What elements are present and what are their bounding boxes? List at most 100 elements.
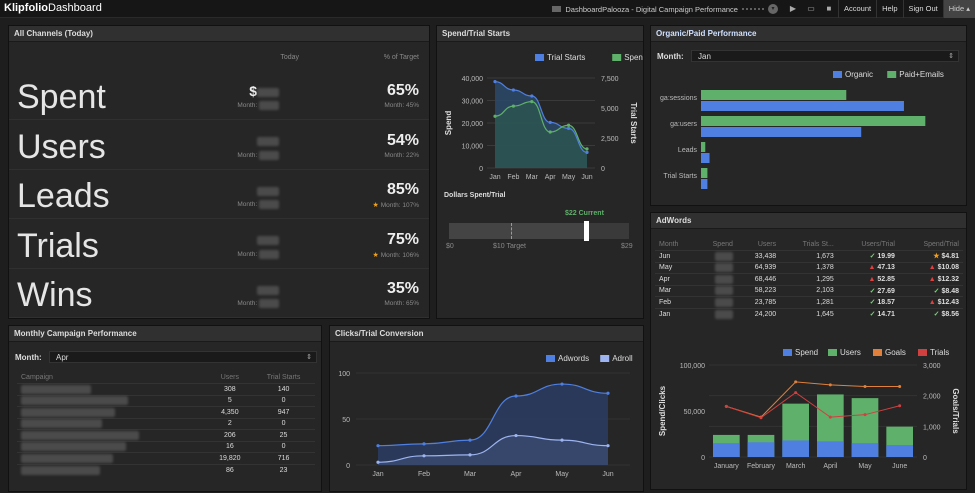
- y2-tick-label: 5,000: [601, 106, 619, 113]
- hide-button[interactable]: Hide ▴: [942, 0, 975, 18]
- spend-bar[interactable]: [851, 443, 879, 457]
- table-row[interactable]: Feb 23,785 1,281 ✓ 18.57 ▲ $12.43: [655, 296, 963, 309]
- category-label: Trial Starts: [663, 173, 697, 180]
- trials-point: [863, 413, 867, 417]
- sign-out-link[interactable]: Sign Out: [902, 0, 943, 18]
- month-label: Month:: [657, 52, 684, 61]
- kpi-percent-month-label: Month: 106%: [380, 251, 419, 259]
- spend-bar[interactable]: [817, 441, 844, 457]
- spend-bar[interactable]: [747, 442, 775, 457]
- check-icon: ✓: [869, 299, 878, 307]
- x-tick-label: Apr: [545, 174, 557, 181]
- kpi-row: Wins Month: 35% Month: 65%: [9, 269, 429, 318]
- organic-bar[interactable]: [701, 101, 904, 111]
- app-logo[interactable]: KlipfolioDashboard: [4, 2, 102, 14]
- y-tick-label: 0: [701, 455, 705, 462]
- y2-axis-label: Trial Starts: [629, 102, 638, 144]
- help-link[interactable]: Help: [876, 0, 902, 18]
- kpi-name: Wins: [17, 276, 93, 314]
- page-dots[interactable]: [741, 8, 764, 10]
- paid-bar[interactable]: [701, 90, 847, 100]
- month-cell: May: [659, 264, 673, 272]
- table-row[interactable]: 86 23: [17, 464, 315, 476]
- kpi-value: [257, 281, 279, 297]
- table-row[interactable]: 206 25: [17, 429, 315, 442]
- table-row[interactable]: 19,820 716: [17, 452, 315, 465]
- column-header[interactable]: Users: [757, 241, 777, 248]
- col-today: Today: [280, 54, 299, 61]
- redacted-value: [21, 384, 91, 394]
- table-row[interactable]: Jun 33,438 1,673 ✓ 19.99 ★ $4.81: [655, 250, 963, 263]
- trial-starts-point: [511, 88, 515, 92]
- account-link[interactable]: Account: [837, 0, 876, 18]
- dropdown-icon[interactable]: ▾: [767, 4, 778, 14]
- redacted-value: [21, 430, 139, 440]
- table-row[interactable]: Mar 58,223 2,103 ✓ 27.69 ✓ $8.48: [655, 285, 963, 297]
- kpi-month: Month:: [237, 299, 279, 308]
- campaign-cell: [17, 430, 208, 442]
- table-row[interactable]: May 64,939 1,378 ▲ 47.13 ▲ $10.08: [655, 262, 963, 274]
- column-header[interactable]: Campaign: [21, 374, 53, 381]
- spend-cell: [695, 274, 737, 286]
- legend-label: Adroll: [612, 354, 633, 363]
- x-tick-label: Feb: [507, 174, 519, 181]
- column-header[interactable]: Trial Starts: [266, 374, 301, 381]
- organic-bar[interactable]: [701, 179, 708, 189]
- table-row[interactable]: 16 0: [17, 441, 315, 453]
- trial-starts-point: [585, 150, 589, 154]
- dashboard-selector[interactable]: DashboardPalooza - Digital Campaign Perf…: [546, 4, 784, 14]
- trial-starts-point: [493, 80, 497, 84]
- adwords-point: [606, 391, 610, 395]
- column-header[interactable]: Spend/Trial: [923, 241, 959, 248]
- campaign-cell: [17, 453, 208, 465]
- lock-icon[interactable]: ■: [826, 4, 832, 13]
- table-row[interactable]: 308 140: [17, 383, 315, 396]
- spend-per-trial-cell: ✓ $8.48: [899, 285, 963, 297]
- table-row[interactable]: 4,350 947: [17, 406, 315, 419]
- spend-per-trial-value: $12.43: [937, 298, 959, 306]
- month-select[interactable]: Apr ⇕: [49, 351, 317, 363]
- month-label: Month:: [15, 353, 42, 362]
- redacted-value: [257, 285, 279, 295]
- organic-bar[interactable]: [701, 127, 862, 137]
- users-per-trial-cell: ▲ 47.13: [838, 262, 899, 274]
- fullscreen-icon[interactable]: ▭: [807, 4, 815, 13]
- paid-bar[interactable]: [701, 168, 708, 178]
- check-icon: ✓: [869, 311, 878, 318]
- spend-bar[interactable]: [782, 440, 809, 457]
- column-header[interactable]: Users: [220, 374, 239, 381]
- users-per-trial-value: 27.69: [877, 287, 895, 295]
- play-icon[interactable]: ▶: [789, 4, 797, 13]
- spend-bar[interactable]: [886, 445, 913, 457]
- spend-point: [548, 130, 552, 134]
- y-axis-label: Spend/Clicks: [658, 385, 667, 436]
- redacted-value: [259, 200, 279, 209]
- table-row[interactable]: Apr 68,446 1,295 ▲ 52.85 ▲ $12.32: [655, 273, 963, 286]
- column-header[interactable]: Trials St...: [802, 241, 834, 248]
- y2-tick-label: 1,000: [923, 424, 941, 431]
- paid-bar[interactable]: [701, 116, 926, 126]
- x-tick-label: May: [858, 463, 872, 470]
- month-select[interactable]: Jan ⇕: [691, 50, 959, 62]
- y2-tick-label: 2,000: [923, 394, 941, 401]
- legend-swatch: [833, 71, 842, 78]
- spend-per-trial-value: $4.81: [941, 253, 959, 261]
- month-cell: Feb: [659, 298, 672, 306]
- column-header[interactable]: Users/Trial: [861, 241, 895, 248]
- spend-bar[interactable]: [713, 443, 740, 457]
- trials-line: [726, 391, 900, 419]
- trial-starts-cell: 716: [277, 454, 290, 462]
- paid-bar[interactable]: [701, 142, 706, 152]
- warning-icon: ▲: [928, 264, 938, 272]
- table-row[interactable]: Jan 24,200 1,645 ✓ 14.71 ✓ $8.56: [655, 308, 963, 320]
- redacted-value: [259, 150, 279, 160]
- x-tick-label: Apr: [511, 471, 523, 478]
- redacted-value: [21, 465, 100, 475]
- column-header[interactable]: Month: [659, 241, 679, 248]
- x-tick-label: Jan: [372, 471, 383, 478]
- column-header[interactable]: Spend: [712, 241, 733, 248]
- organic-bar[interactable]: [701, 153, 710, 163]
- trial-starts-cell: 23: [279, 466, 288, 474]
